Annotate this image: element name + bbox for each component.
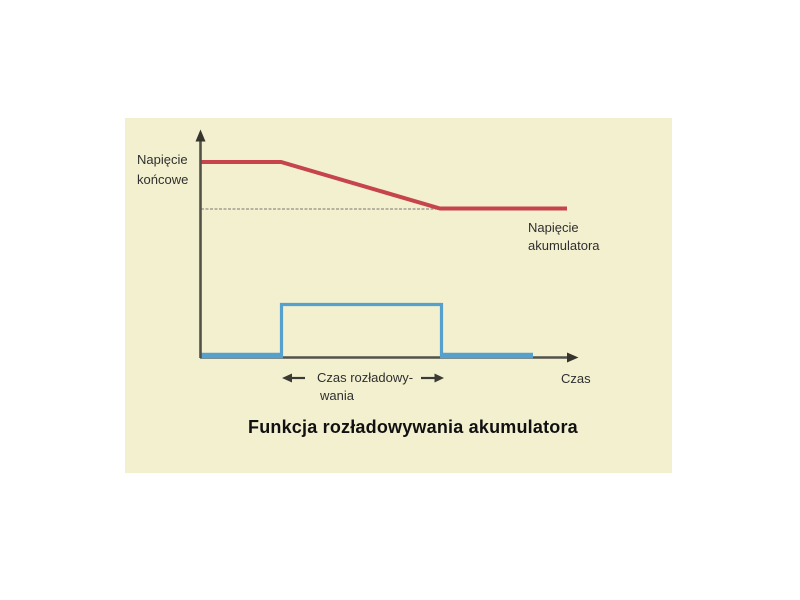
measure-left-arrow-icon (282, 373, 292, 383)
discharge-time-label-line2: wania (320, 388, 354, 403)
x-axis-label: Czas (561, 371, 591, 386)
battery-voltage-label-line1: Napięcie (528, 220, 579, 235)
measure-right-arrow-icon (434, 373, 444, 383)
x-axis-arrow-icon (567, 352, 579, 363)
battery-voltage-curve (200, 160, 567, 211)
final-voltage-label-line2: końcowe (137, 172, 189, 187)
battery-voltage-label: Napięcie akumulatora (528, 219, 600, 255)
discharge-time-label: Czas rozładowy- wania (317, 369, 413, 405)
diagram-title: Funkcja rozładowywania akumulatora (248, 417, 578, 437)
diagram-panel (125, 118, 672, 473)
y-axis-arrow-icon (195, 129, 206, 142)
battery-voltage-label-line2: akumulatora (528, 238, 600, 253)
final-voltage-label-line1: Napięcie (137, 152, 188, 167)
discharge-time-label-line1: Czas rozładowy- (317, 370, 414, 385)
discharge-pulse-curve (279, 302, 444, 357)
final-voltage-label: Napięcie końcowe (137, 150, 188, 190)
